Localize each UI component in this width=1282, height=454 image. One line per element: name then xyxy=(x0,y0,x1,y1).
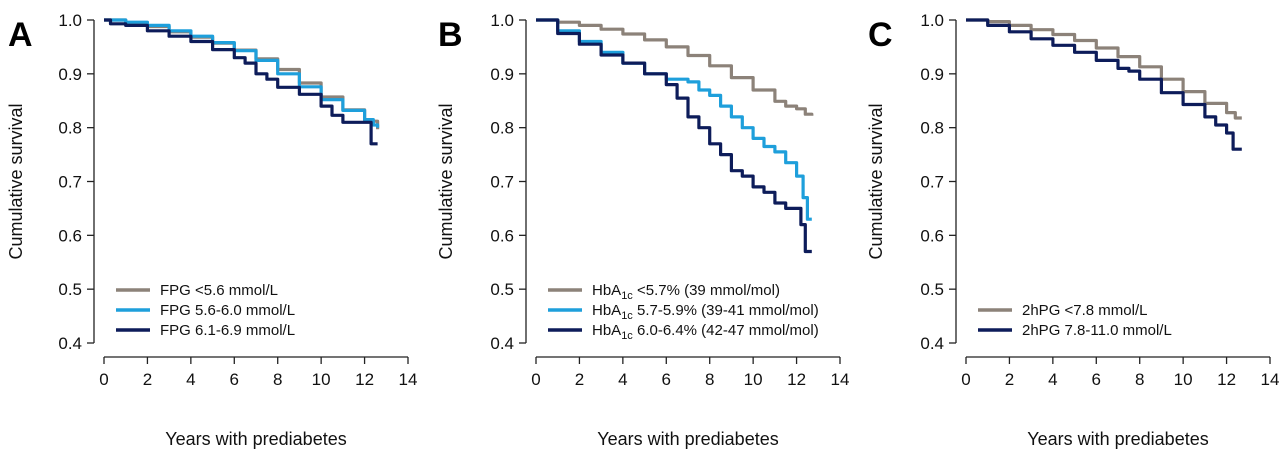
x-tick-label: 14 xyxy=(399,370,418,389)
y-tick-label: 0.8 xyxy=(58,119,82,138)
y-tick-label: 0.4 xyxy=(58,334,82,353)
x-tick-label: 10 xyxy=(744,370,763,389)
y-tick-label: 0.8 xyxy=(920,119,944,138)
x-tick-label: 4 xyxy=(1048,370,1057,389)
series-line-3 xyxy=(536,18,812,254)
x-tick-label: 10 xyxy=(312,370,331,389)
y-tick-label: 0.5 xyxy=(58,280,82,299)
series-line-1 xyxy=(104,18,380,130)
x-tick-label: 14 xyxy=(1261,370,1280,389)
y-tick-label: 0.5 xyxy=(490,280,514,299)
panel-letter: A xyxy=(8,16,33,54)
x-tick-label: 6 xyxy=(662,370,671,389)
legend-entry: HbA1c 5.7-5.9% (39-41 mmol/mol) xyxy=(592,302,819,322)
panel-letter: C xyxy=(868,16,893,54)
x-tick-label: 4 xyxy=(618,370,627,389)
x-tick-label: 10 xyxy=(1174,370,1193,389)
x-tick-label: 4 xyxy=(186,370,195,389)
x-axis-title: Years with prediabetes xyxy=(1027,429,1208,449)
series-line-2 xyxy=(104,18,380,128)
series-line-2 xyxy=(966,18,1242,151)
series-line-1 xyxy=(536,18,814,116)
legend-entry: FPG 5.6-6.0 mmol/L xyxy=(160,302,295,319)
x-tick-label: 0 xyxy=(99,370,108,389)
y-tick-label: 0.4 xyxy=(490,334,514,353)
x-tick-label: 8 xyxy=(705,370,714,389)
panel-letter: B xyxy=(438,16,463,54)
y-tick-label: 0.6 xyxy=(58,226,82,245)
panel-b: B 0.4 0.5 0.6 0.7 0.8 0.9 1.0 0 2 4 6 8 10 12 14 Years w… xyxy=(436,11,849,449)
panel-a: A 0.4 0.5 0.6 0.7 0.8 0.9 1.0 0 2 4 6 8 10 12 14 Years w… xyxy=(6,11,417,449)
x-tick-label: 8 xyxy=(1135,370,1144,389)
y-axis-title: Cumulative survival xyxy=(436,103,456,259)
x-tick-label: 14 xyxy=(831,370,850,389)
y-axis-title: Cumulative survival xyxy=(866,103,886,259)
y-tick-label: 0.9 xyxy=(920,65,944,84)
x-tick-label: 8 xyxy=(273,370,282,389)
y-tick-label: 1.0 xyxy=(58,11,82,30)
legend-entry: FPG <5.6 mmol/L xyxy=(160,282,278,299)
x-tick-label: 6 xyxy=(230,370,239,389)
x-tick-label: 12 xyxy=(355,370,374,389)
series-line-2 xyxy=(536,18,812,221)
legend-entry: 2hPG 7.8-11.0 mmol/L xyxy=(1022,322,1172,339)
x-tick-label: 2 xyxy=(1005,370,1014,389)
x-axis-title: Years with prediabetes xyxy=(597,429,778,449)
y-tick-label: 0.9 xyxy=(58,65,82,84)
x-tick-label: 0 xyxy=(961,370,970,389)
y-tick-label: 0.7 xyxy=(920,173,944,192)
panel-c: C 0.4 0.5 0.6 0.7 0.8 0.9 1.0 0 2 4 6 8 10 12 14 Years w… xyxy=(866,11,1279,449)
y-tick-label: 0.6 xyxy=(490,226,514,245)
x-tick-label: 2 xyxy=(575,370,584,389)
legend-entry: FPG 6.1-6.9 mmol/L xyxy=(160,322,295,339)
legend-entry: HbA1c 6.0-6.4% (42-47 mmol/mol) xyxy=(592,322,819,342)
y-tick-label: 0.6 xyxy=(920,226,944,245)
y-axis-title: Cumulative survival xyxy=(6,103,26,259)
legend-entry: HbA1c <5.7% (39 mmol/mol) xyxy=(592,282,780,302)
y-tick-label: 1.0 xyxy=(920,11,944,30)
legend-entry: 2hPG <7.8 mmol/L xyxy=(1022,302,1147,319)
x-tick-label: 12 xyxy=(1217,370,1236,389)
y-tick-label: 0.4 xyxy=(920,334,944,353)
series-line-3 xyxy=(104,18,378,146)
x-tick-label: 2 xyxy=(143,370,152,389)
y-tick-label: 0.7 xyxy=(58,173,82,192)
y-tick-label: 0.9 xyxy=(490,65,514,84)
y-tick-label: 0.8 xyxy=(490,119,514,138)
x-axis-title: Years with prediabetes xyxy=(165,429,346,449)
x-tick-label: 12 xyxy=(787,370,806,389)
x-tick-label: 0 xyxy=(531,370,540,389)
x-tick-label: 6 xyxy=(1092,370,1101,389)
y-tick-label: 0.7 xyxy=(490,173,514,192)
y-tick-label: 1.0 xyxy=(490,11,514,30)
series-line-1 xyxy=(966,18,1242,120)
y-tick-label: 0.5 xyxy=(920,280,944,299)
